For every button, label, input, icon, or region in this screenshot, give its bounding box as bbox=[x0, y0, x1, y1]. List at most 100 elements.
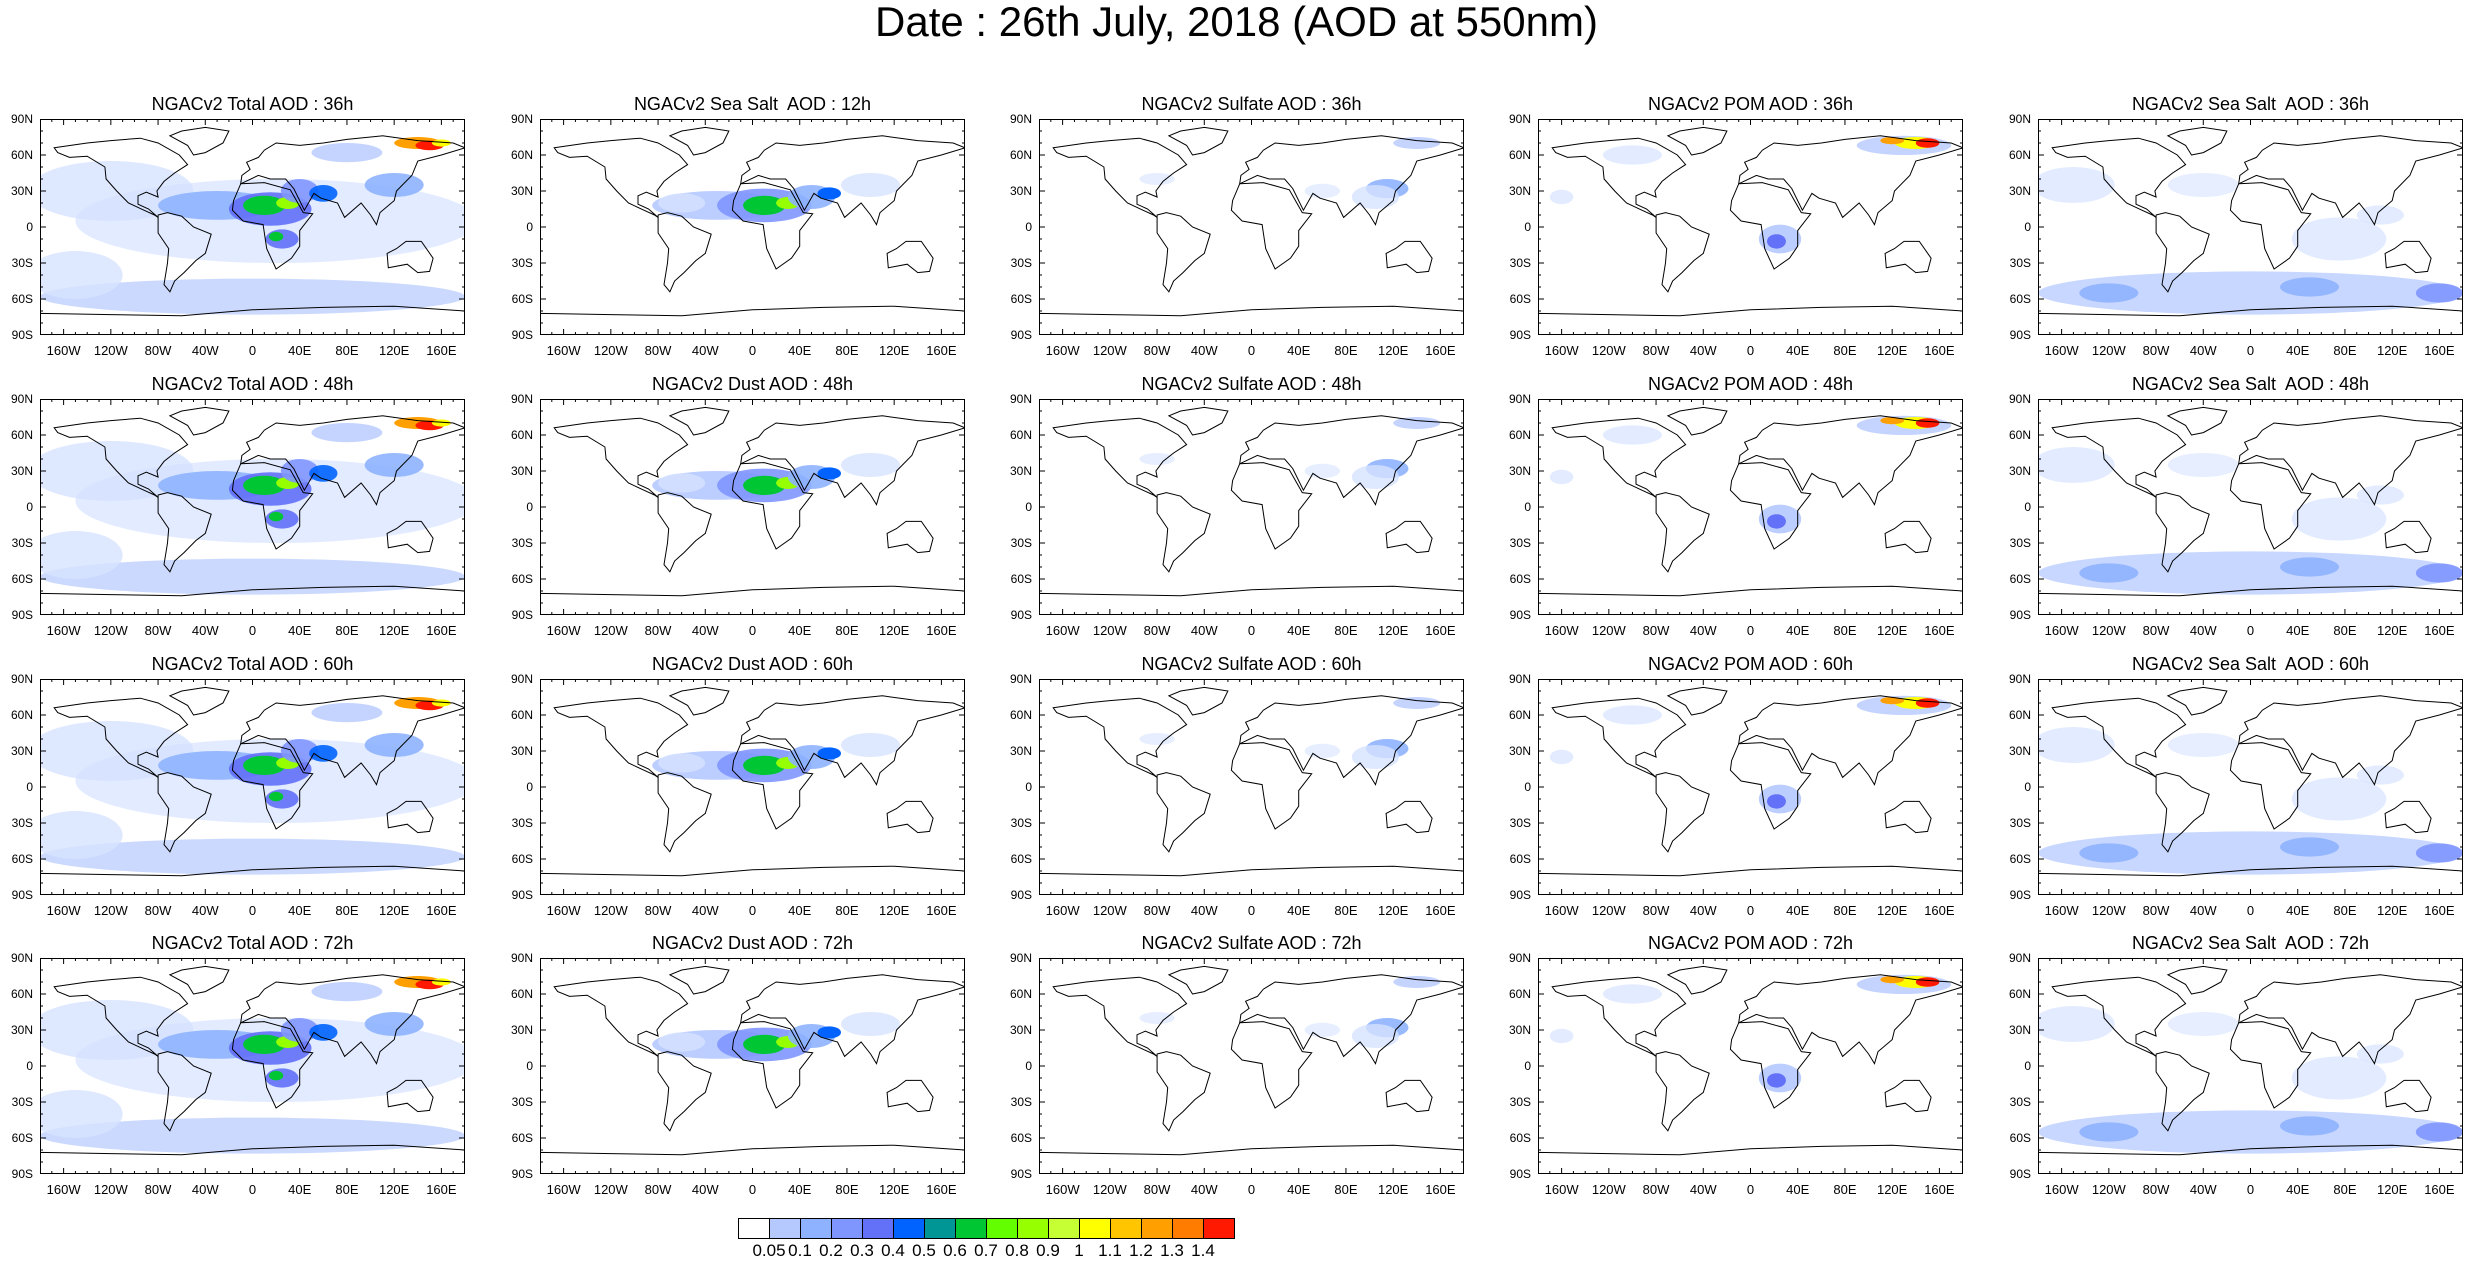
aod-region bbox=[2167, 733, 2239, 757]
coastline bbox=[1666, 686, 1728, 716]
aod-region bbox=[1351, 465, 1400, 489]
lon-tick-label: 40W bbox=[2189, 343, 2217, 358]
lat-tick-label: 60N bbox=[510, 987, 533, 1001]
aod-map bbox=[40, 958, 465, 1174]
lat-tick-label: 90S bbox=[1509, 328, 1531, 342]
lon-tick-label: 80E bbox=[1833, 623, 1857, 638]
lat-tick-label: 90S bbox=[2009, 888, 2031, 902]
lat-tick-label: 60N bbox=[510, 428, 533, 442]
lat-tick-label: 90N bbox=[1009, 672, 1032, 686]
aod-region bbox=[1549, 1028, 1574, 1044]
panel-title: NGACv2 POM AOD : 48h bbox=[1647, 374, 1854, 394]
coastline bbox=[40, 305, 465, 335]
colorbar-swatch bbox=[893, 1218, 925, 1239]
aod-region bbox=[1351, 745, 1400, 769]
coastline bbox=[1738, 135, 1963, 226]
aod-map bbox=[540, 119, 965, 335]
lon-tick-label: 160W bbox=[546, 343, 581, 358]
panel-title: NGACv2 Sulfate AOD : 36h bbox=[1141, 94, 1362, 114]
lon-tick-label: 160W bbox=[1045, 1182, 1080, 1197]
panel-title: NGACv2 Sea Salt AOD : 60h bbox=[2131, 654, 2370, 674]
aod-region bbox=[1393, 137, 1441, 149]
lat-tick-label: 60N bbox=[1508, 987, 1531, 1001]
lat-tick-label: 90N bbox=[1508, 672, 1531, 686]
lat-tick-label: 60S bbox=[511, 1131, 533, 1145]
lat-tick-label: 60S bbox=[511, 292, 533, 306]
lon-tick-label: 40W bbox=[1190, 623, 1218, 638]
coastline bbox=[1156, 212, 1211, 293]
aod-map bbox=[40, 399, 465, 615]
aod-region bbox=[1602, 705, 1662, 725]
lon-tick-label: 80W bbox=[644, 1182, 672, 1197]
coastline bbox=[1052, 417, 1188, 498]
lat-tick-label: 90S bbox=[511, 608, 533, 622]
lon-tick-label: 160E bbox=[426, 343, 457, 358]
panel-title: NGACv2 Dust AOD : 60h bbox=[651, 654, 854, 674]
coastline bbox=[2051, 137, 2187, 218]
lon-tick-label: 40E bbox=[1786, 343, 1810, 358]
lat-tick-label: 30N bbox=[2008, 1023, 2031, 1037]
lon-tick-label: 160E bbox=[1924, 1182, 1955, 1197]
panel-title: NGACv2 Sea Salt AOD : 48h bbox=[2131, 374, 2370, 394]
panel-title: NGACv2 Sulfate AOD : 60h bbox=[1141, 654, 1362, 674]
aod-region bbox=[817, 467, 842, 480]
coastline bbox=[40, 865, 465, 895]
aod-region bbox=[2415, 283, 2463, 303]
aod-region bbox=[1139, 1012, 1175, 1024]
aod-region bbox=[658, 753, 706, 773]
coastline bbox=[2166, 965, 2228, 995]
lon-tick-label: 160E bbox=[1924, 623, 1955, 638]
colorbar-swatch bbox=[831, 1218, 863, 1239]
lat-tick-label: 90N bbox=[1508, 951, 1531, 965]
lat-tick-label: 90S bbox=[511, 1167, 533, 1181]
lon-tick-label: 80W bbox=[2142, 903, 2170, 918]
lat-tick-label: 30N bbox=[1009, 464, 1032, 478]
aod-region bbox=[1880, 976, 1904, 984]
lon-tick-label: 80E bbox=[2333, 903, 2357, 918]
aod-region bbox=[243, 475, 286, 495]
aod-region bbox=[1549, 189, 1574, 205]
lat-tick-label: 60S bbox=[11, 292, 33, 306]
coastline bbox=[53, 137, 189, 218]
lat-tick-label: 90S bbox=[1010, 1167, 1032, 1181]
coastline bbox=[2051, 697, 2187, 778]
lat-tick-label: 90S bbox=[1509, 608, 1531, 622]
lon-tick-label: 80W bbox=[644, 343, 672, 358]
coastline bbox=[1738, 415, 1963, 506]
colorbar-swatches bbox=[738, 1218, 1235, 1239]
coastline bbox=[1052, 697, 1188, 778]
coastline bbox=[553, 976, 689, 1057]
lat-tick-label: 60N bbox=[10, 428, 33, 442]
lat-tick-label: 90N bbox=[510, 672, 533, 686]
lon-tick-label: 80W bbox=[1642, 343, 1670, 358]
lat-tick-label: 90S bbox=[511, 328, 533, 342]
panel-title: NGACv2 Sea Salt AOD : 36h bbox=[2131, 94, 2370, 114]
lat-tick-label: 0 bbox=[1524, 220, 1531, 234]
lat-tick-label: 60S bbox=[1010, 1131, 1032, 1145]
lat-tick-label: 90N bbox=[510, 112, 533, 126]
lon-tick-label: 160E bbox=[426, 623, 457, 638]
aod-region bbox=[1767, 234, 1786, 249]
lon-tick-label: 40W bbox=[1689, 623, 1717, 638]
colorbar-tick-label: 0.8 bbox=[1005, 1241, 1029, 1260]
aod-region bbox=[1139, 173, 1175, 185]
panel-title: NGACv2 POM AOD : 36h bbox=[1647, 94, 1854, 114]
coastline bbox=[1052, 976, 1188, 1057]
lat-tick-label: 30S bbox=[511, 1095, 533, 1109]
aod-region bbox=[1915, 138, 1940, 148]
aod-region bbox=[817, 747, 842, 760]
aod-map bbox=[40, 679, 465, 895]
lon-tick-label: 120W bbox=[2091, 623, 2126, 638]
coastline bbox=[540, 585, 965, 615]
lon-tick-label: 120E bbox=[878, 1182, 910, 1197]
coastline bbox=[157, 772, 212, 853]
aod-region bbox=[1915, 698, 1940, 708]
lon-tick-label: 40E bbox=[788, 1182, 812, 1197]
lat-tick-label: 30S bbox=[1010, 256, 1032, 270]
lat-tick-label: 90S bbox=[1010, 328, 1032, 342]
coastline bbox=[1884, 800, 1932, 834]
coastline bbox=[386, 240, 434, 274]
lon-tick-label: 0 bbox=[1247, 1182, 1256, 1197]
coastline bbox=[668, 686, 730, 716]
lat-tick-label: 60S bbox=[511, 572, 533, 586]
